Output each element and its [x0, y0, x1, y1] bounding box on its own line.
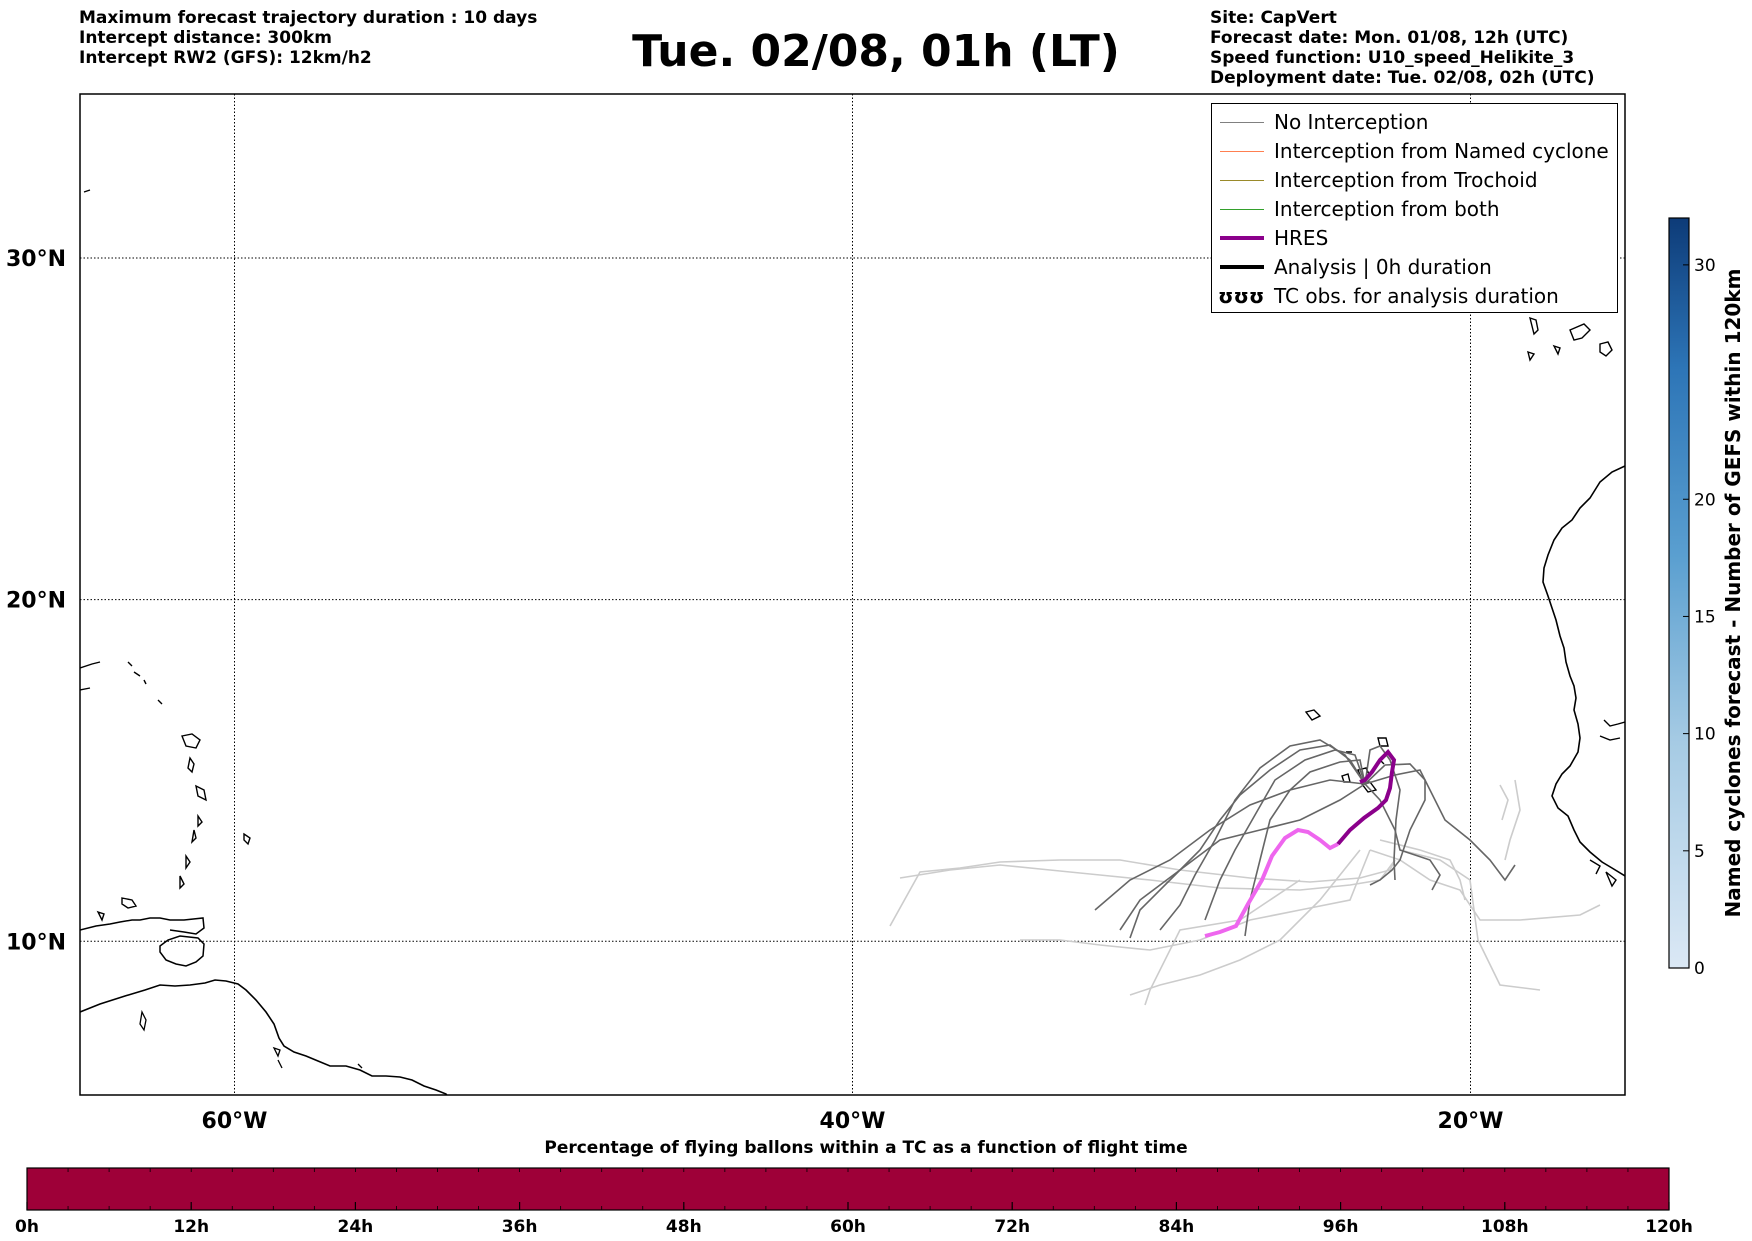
coastline-canary-islands [1527, 316, 1613, 362]
info-left: Maximum forecast trajectory duration : 1… [79, 8, 537, 68]
lon-label: 20°W [1438, 1109, 1504, 1134]
right-colorbar-tick-label: 0 [1694, 959, 1705, 979]
legend-label: TC obs. for analysis duration [1274, 284, 1559, 308]
right-colorbar: 0 5 10 15 20 30 Named cyclones forecast - Num… [1668, 217, 1745, 979]
right-colorbar-tick-label: 30 [1694, 256, 1716, 276]
bottom-colorbar: Percentage of flying ballons within a TC… [15, 1138, 1693, 1237]
right-colorbar-tick-label: 15 [1694, 607, 1716, 627]
trajectories-light [889, 779, 1601, 1006]
coastline-africa [1542, 465, 1625, 877]
info-intercept-rw2: Intercept RW2 (GFS): 12km/h2 [79, 48, 372, 68]
trajectories-dark [1094, 739, 1516, 939]
bottom-colorbar-tick-label: 60h [830, 1217, 866, 1237]
legend-item-no-interception: No Interception [1212, 108, 1617, 137]
legend-swatch-analysis [1220, 265, 1264, 269]
info-intercept-distance: Intercept distance: 300km [79, 28, 332, 48]
bottom-colorbar-tick-label: 108h [1481, 1217, 1529, 1237]
legend-swatch-no-interception [1220, 122, 1264, 123]
bottom-colorbar-tick-label: 36h [502, 1217, 538, 1237]
bottom-colorbar-tick-label: 84h [1159, 1217, 1195, 1237]
bottom-colorbar-tick-label: 0h [15, 1217, 39, 1237]
latitude-labels: 30°N 20°N 10°N [6, 247, 66, 955]
coastline-lesser-antilles [80, 661, 251, 922]
bottom-colorbar-title: Percentage of flying ballons within a TC… [544, 1138, 1187, 1158]
coastline-venezuela-gulf [80, 917, 205, 935]
legend-label: Analysis | 0h duration [1274, 255, 1492, 279]
coastline-cape-verde [1304, 709, 1389, 793]
legend-item-analysis: Analysis | 0h duration [1212, 253, 1617, 282]
legend-label: No Interception [1274, 110, 1429, 134]
bottom-colorbar-ticks: 0h 12h 24h 36h 48h 60h 72h 84h 96h 108h 120h [15, 1202, 1693, 1237]
right-colorbar-gradient [1668, 217, 1690, 969]
tc-symbol-icon: ʊʊʊ [1218, 284, 1265, 308]
legend-label: Interception from both [1274, 197, 1500, 221]
info-site: Site: CapVert [1210, 8, 1337, 28]
legend-item-hres: HRES [1212, 224, 1617, 253]
legend-swatch-both [1220, 209, 1264, 210]
bottom-colorbar-tick-label: 24h [338, 1217, 374, 1237]
legend-item-both: Interception from both [1212, 195, 1617, 224]
legend-item-tc-obs: ʊʊʊ TC obs. for analysis duration [1212, 282, 1617, 311]
info-speed-function: Speed function: U10_speed_Helikite_3 [1210, 48, 1575, 68]
right-colorbar-label: Named cyclones forecast - Number of GEFS… [1721, 269, 1745, 918]
hres-trajectory [1336, 748, 1397, 846]
info-deployment-date: Deployment date: Tue. 02/08, 02h (UTC) [1210, 68, 1595, 88]
bottom-colorbar-tick-label: 120h [1645, 1217, 1693, 1237]
right-colorbar-tick-label: 20 [1694, 490, 1716, 510]
page-title: Tue. 02/08, 01h (LT) [632, 26, 1120, 77]
lon-label: 40°W [820, 1109, 886, 1134]
coastline-trinidad [159, 935, 205, 967]
legend-label: Interception from Named cyclone [1274, 139, 1609, 163]
info-right: Site: CapVert Forecast date: Mon. 01/08,… [1210, 8, 1595, 88]
legend-swatch-hres [1220, 236, 1264, 240]
right-colorbar-ticks: 0 5 10 15 20 30 [1683, 256, 1716, 979]
graticule [80, 94, 1625, 1095]
legend-swatch-trochoid [1220, 180, 1264, 181]
bottom-colorbar-tick-label: 72h [994, 1217, 1030, 1237]
legend: No Interception Interception from Named … [1211, 103, 1618, 313]
right-colorbar-tick-label: 5 [1694, 842, 1705, 862]
hres-trajectory-late [1204, 827, 1339, 938]
legend-label: Interception from Trochoid [1274, 168, 1538, 192]
bottom-colorbar-tick-label: 12h [173, 1217, 209, 1237]
coastlines [80, 189, 1625, 1095]
coastline-africa-west-bulge [1589, 719, 1625, 888]
coastline-small-islands [83, 189, 363, 1069]
lon-label: 60°W [202, 1109, 268, 1134]
legend-label: HRES [1274, 226, 1329, 250]
map-frame [79, 93, 1626, 1096]
info-forecast-date: Forecast date: Mon. 01/08, 12h (UTC) [1210, 28, 1569, 48]
bottom-colorbar-tick-label: 96h [1323, 1217, 1359, 1237]
info-duration: Maximum forecast trajectory duration : 1… [79, 8, 538, 28]
legend-swatch-named-cyclone [1220, 151, 1264, 152]
right-colorbar-tick-label: 10 [1694, 725, 1716, 745]
lat-label: 30°N [6, 247, 66, 272]
bottom-colorbar-tick-label: 48h [666, 1217, 702, 1237]
lat-label: 20°N [6, 589, 66, 614]
longitude-labels: 60°W 40°W 20°W [202, 1109, 1504, 1134]
legend-item-trochoid: Interception from Trochoid [1212, 166, 1617, 195]
legend-item-named-cyclone: Interception from Named cyclone [1212, 137, 1617, 166]
coastline-south-america [80, 979, 448, 1095]
lat-label: 10°N [6, 930, 66, 955]
